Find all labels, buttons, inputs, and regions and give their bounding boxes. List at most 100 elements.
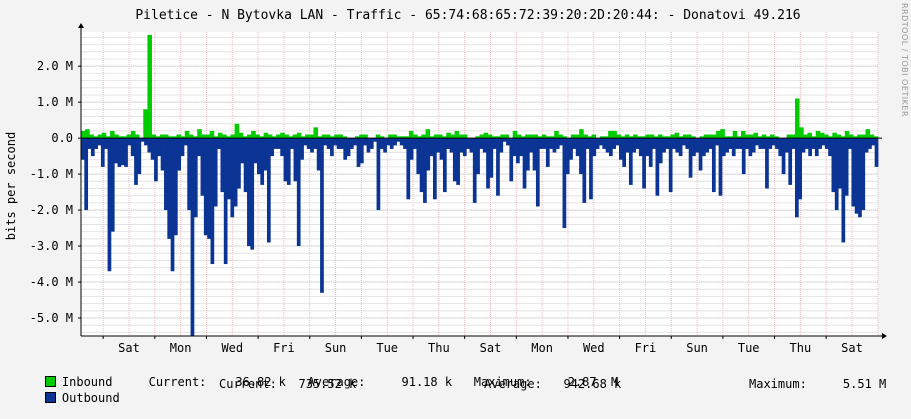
inbound-bar [496,136,501,139]
outbound-bar [542,138,547,149]
outbound-bar [532,138,537,171]
inbound-bar [450,134,455,139]
inbound-bar [687,134,692,139]
x-tick-label: Sun [325,341,347,355]
inbound-bar [155,136,161,139]
inbound-bar [292,134,298,139]
inbound-bar [853,136,858,139]
inbound-bar [143,109,148,139]
outbound-bar [353,138,358,146]
inbound-bar [836,134,842,139]
outbound-bar [549,138,553,149]
outbound-bar [589,138,593,200]
outbound-bar [525,138,530,171]
inbound-bar [446,132,451,139]
outbound-bar [84,138,89,211]
outbound-bar [130,138,135,157]
outbound-bar [280,138,284,157]
inbound-bar [587,136,592,139]
outbound-bar [469,138,474,153]
outbound-bar [100,138,105,167]
outbound-bar [715,138,719,146]
legend-outbound-average: 942.68 k [563,377,622,391]
outbound-bar [539,138,543,149]
outbound-bar [615,138,620,146]
inbound-bar [483,132,489,139]
inbound-bar [682,134,688,139]
inbound-bar [716,130,721,139]
outbound-bar [253,138,258,164]
outbound-bar [718,138,723,196]
inbound-bar [521,136,526,139]
x-tick-label: Tue [376,341,398,355]
outbound-bar [423,138,427,203]
outbound-bar [114,138,118,164]
inbound-bar [533,134,539,139]
legend-outbound-maximum: 5.51 M [842,377,887,391]
outbound-bar [409,138,414,160]
inbound-bar [732,130,738,139]
outbound-bar [801,138,806,153]
outbound-bar [595,138,600,149]
outbound-bar [529,138,534,153]
outbound-bar [492,138,497,149]
outbound-bar [555,138,560,149]
outbound-bar [572,138,577,149]
outbound-bar [190,138,195,336]
outbound-bar [662,138,666,153]
inbound-bar [280,132,285,139]
inbound-bar [251,130,256,139]
outbound-bar [841,138,846,243]
inbound-bar [296,132,302,139]
x-tick-label: Fri [635,341,657,355]
outbound-bar [496,138,500,196]
outbound-bar [240,138,245,164]
outbound-bar [87,138,92,149]
legend-inbound-average-label: Average: [307,375,366,389]
outbound-bar [127,138,132,146]
outbound-bar [419,138,424,193]
outbound-bar [755,138,759,146]
outbound-bar [851,138,856,207]
outbound-bar [658,138,663,164]
y-axis-label: bits per second [4,132,18,240]
outbound-bar [403,138,407,149]
outbound-bar [389,138,394,149]
inbound-bar [799,127,804,139]
inbound-bar [819,132,825,139]
outbound-bar [685,138,690,149]
inbound-bar [699,136,705,139]
outbound-bar [459,138,464,153]
outbound-bar [602,138,607,149]
outbound-bar [300,138,304,160]
outbound-bar [210,138,215,265]
inbound-bar [359,134,364,139]
outbound-bar [110,138,115,232]
inbound-bar [570,134,576,139]
outbound-bar [396,138,401,142]
inbound-bar [674,132,680,139]
inbound-bar [562,136,568,139]
x-axis-arrow-icon [882,333,887,339]
inbound-bar [657,134,663,139]
inbound-bar [458,134,464,139]
inbound-bar [624,134,630,139]
outbound-bar [768,138,773,149]
x-tick-label: Sat [841,341,863,355]
outbound-bar [874,138,879,167]
inbound-bar [487,134,493,139]
outbound-bar [359,138,364,164]
outbound-bar [439,138,444,160]
outbound-bar [320,138,324,293]
outbound-bar [545,138,550,167]
inbound-bar [554,130,559,139]
inbound-bar [811,136,817,139]
inbound-bar [558,134,563,139]
outbound-bar [81,138,85,160]
x-tick-label: Mon [531,341,553,355]
outbound-bar [266,138,271,243]
outbound-bar [688,138,693,178]
outbound-bar [429,138,434,157]
legend-outbound-maximum-group: Maximum: 5.51 M [749,377,886,391]
inbound-bar [159,134,165,139]
